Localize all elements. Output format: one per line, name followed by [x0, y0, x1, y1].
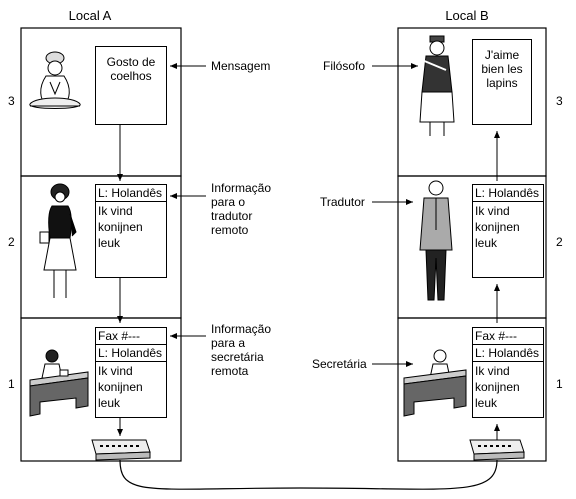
site-a-message-text: Gosto de coelhos	[106, 55, 156, 83]
site-b-secretary-body: Ik vind konijnen leuk	[475, 364, 520, 410]
annotation-info-secretaria: Informação para a secretária remota	[211, 322, 272, 378]
site-a-translator-header: L: Holandês	[96, 185, 166, 202]
site-b-translator-header: L: Holandês	[473, 185, 543, 202]
philosopher-icon	[419, 35, 455, 136]
fax-machine-b-icon	[469, 439, 525, 461]
local-b-title: Local B	[445, 8, 489, 23]
layer-number-a-2: 2	[8, 235, 15, 249]
site-a-layer-1	[20, 317, 182, 462]
site-a-fax-number: Fax #---	[96, 328, 166, 345]
site-b-translator-body: Ik vind konijnen leuk	[475, 204, 520, 250]
site-b-stack	[397, 27, 547, 462]
local-a-title: Local A	[68, 8, 112, 23]
site-b-message-text: J'aime bien les lapins	[481, 48, 523, 90]
layer-number-b-2: 2	[556, 235, 563, 249]
translator-man-icon	[419, 180, 453, 301]
site-b-layer-1	[397, 317, 547, 462]
fax-machine-a-icon	[91, 439, 151, 461]
site-b-secretary-lang: L: Holandês	[473, 345, 543, 362]
layer-number-b-1: 1	[556, 377, 563, 391]
layer-number-a-1: 1	[8, 377, 15, 391]
site-a-translator-body: Ik vind konijnen leuk	[98, 204, 143, 250]
annotation-mensagem: Mensagem	[211, 59, 271, 73]
site-a-stack	[20, 27, 182, 462]
layer-number-a-3: 3	[8, 94, 15, 108]
site-b-fax-number: Fax #---	[473, 328, 543, 345]
site-b-translator-box: L: Holandês Ik vind konijnen leuk	[472, 184, 544, 278]
annotation-tradutor: Tradutor	[320, 195, 365, 209]
annotation-secretaria: Secretária	[312, 357, 367, 371]
site-a-secretary-box: Fax #--- L: Holandês Ik vind konijnen le…	[95, 327, 167, 418]
site-a-translator-box: L: Holandês Ik vind konijnen leuk	[95, 184, 167, 278]
secretary-a-icon	[29, 349, 89, 417]
translator-woman-icon	[39, 183, 77, 298]
site-b-secretary-box: Fax #--- L: Holandês Ik vind konijnen le…	[472, 327, 544, 418]
site-a-secretary-body: Ik vind konijnen leuk	[98, 364, 143, 410]
layer-number-b-3: 3	[556, 94, 563, 108]
site-a-message-box: Gosto de coelhos	[95, 46, 167, 125]
annotation-info-tradutor: Informação para o tradutor remoto	[211, 181, 272, 237]
physical-link-line	[119, 459, 498, 490]
meditating-person-icon	[29, 51, 81, 109]
site-a-secretary-lang: L: Holandês	[96, 345, 166, 362]
annotation-filosofo: Filósofo	[323, 59, 366, 73]
secretary-b-icon	[403, 349, 467, 417]
site-b-message-box: J'aime bien les lapins	[472, 39, 532, 125]
